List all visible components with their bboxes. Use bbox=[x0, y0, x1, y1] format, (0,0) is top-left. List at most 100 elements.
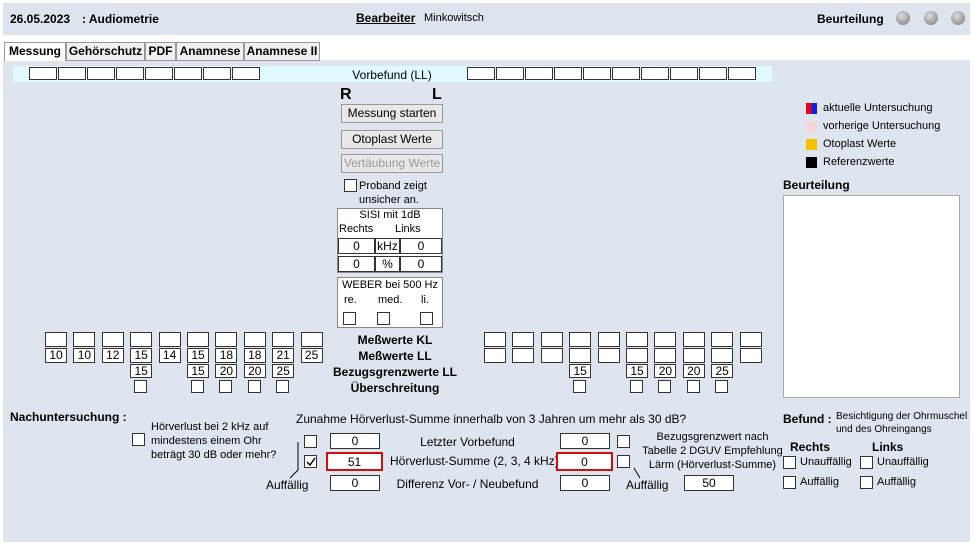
prior-box bbox=[554, 67, 582, 80]
checkbox[interactable] bbox=[686, 380, 700, 393]
findings-title: Befund : bbox=[783, 412, 832, 426]
kl-box bbox=[130, 332, 153, 347]
assessment-label: Beurteilung bbox=[817, 12, 884, 26]
checkbox[interactable] bbox=[715, 380, 729, 393]
value-field[interactable]: 0 bbox=[560, 433, 610, 449]
checkbox[interactable] bbox=[783, 456, 796, 469]
checkbox[interactable] bbox=[304, 435, 317, 448]
prior-box bbox=[174, 67, 202, 80]
uncertain-text: Proband zeigt bbox=[359, 180, 427, 192]
abnormal-label: Auffällig bbox=[626, 478, 669, 492]
prior-box bbox=[29, 67, 57, 80]
prior-box bbox=[116, 67, 144, 80]
kl-box bbox=[101, 332, 124, 347]
kl-box bbox=[569, 332, 592, 347]
ll-box bbox=[739, 348, 762, 363]
ll-box bbox=[540, 348, 563, 363]
status-light bbox=[924, 11, 938, 25]
ll-box: 15 bbox=[187, 348, 209, 363]
prior-finding-label: Vorbefund (LL) bbox=[352, 68, 432, 82]
title: : Audiometrie bbox=[82, 12, 159, 26]
checkbox[interactable] bbox=[630, 380, 643, 393]
checkbox[interactable] bbox=[617, 455, 630, 468]
checkbox[interactable] bbox=[247, 380, 261, 393]
kl-box bbox=[158, 332, 181, 347]
value-field[interactable]: 51 bbox=[326, 452, 383, 471]
assessment-text[interactable] bbox=[783, 195, 960, 398]
prior-finding-bar bbox=[13, 66, 772, 82]
tab[interactable]: Anamnese II bbox=[244, 42, 320, 61]
button[interactable]: Vertäubung Werte bbox=[341, 154, 443, 173]
checkbox[interactable] bbox=[304, 455, 317, 468]
checkbox[interactable] bbox=[573, 380, 587, 393]
tab[interactable]: Anamnese bbox=[176, 42, 244, 61]
ear-right: R bbox=[340, 86, 352, 103]
checkbox[interactable] bbox=[420, 312, 433, 325]
kl-box bbox=[739, 332, 762, 347]
checkbox[interactable] bbox=[860, 476, 873, 489]
kl-box bbox=[540, 332, 563, 347]
reference-box: 25 bbox=[272, 364, 295, 378]
ll-box: 15 bbox=[130, 348, 153, 363]
prior-box bbox=[699, 67, 727, 80]
row-label: Bezugsgrenzwerte LL bbox=[332, 365, 458, 379]
reference-box: 25 bbox=[711, 364, 734, 378]
examiner-label: Bearbeiter bbox=[356, 11, 416, 25]
checkbox[interactable] bbox=[860, 456, 873, 469]
value-field[interactable]: 0 bbox=[560, 475, 610, 491]
kl-box bbox=[597, 332, 620, 347]
ll-box: 10 bbox=[73, 348, 96, 363]
reference-box: 15 bbox=[187, 364, 209, 378]
tab[interactable]: Messung bbox=[4, 42, 66, 61]
prior-box bbox=[145, 67, 173, 80]
kl-box bbox=[711, 332, 734, 347]
value-field[interactable]: 0 bbox=[556, 452, 613, 471]
checkbox[interactable] bbox=[783, 476, 796, 489]
sisi-title: SISI mit 1dB bbox=[359, 209, 421, 221]
checkbox[interactable] bbox=[132, 433, 145, 446]
kl-box bbox=[300, 332, 323, 347]
ll-box bbox=[484, 348, 506, 363]
reference-box: 20 bbox=[682, 364, 705, 378]
legend-label: aktuelle Untersuchung bbox=[823, 102, 933, 114]
kl-box bbox=[682, 332, 705, 347]
value-field[interactable]: 0 bbox=[330, 475, 380, 491]
reference-value[interactable]: 50 bbox=[684, 475, 734, 491]
status-light bbox=[896, 11, 910, 25]
row-label: Überschreitung bbox=[350, 381, 440, 395]
checkbox[interactable] bbox=[377, 312, 390, 325]
checkbox[interactable] bbox=[219, 380, 233, 393]
examiner: Minkowitsch bbox=[424, 12, 484, 24]
legend-label: Referenzwerte bbox=[823, 156, 895, 168]
checkbox[interactable] bbox=[191, 380, 204, 393]
weber-title: WEBER bei 500 Hz bbox=[342, 279, 438, 291]
kl-box bbox=[272, 332, 295, 347]
weber-option: li. bbox=[421, 294, 429, 306]
reference-text: Tabelle 2 DGUV Empfehlung bbox=[642, 445, 783, 457]
prior-box bbox=[467, 67, 495, 80]
ll-box bbox=[569, 348, 592, 363]
tab[interactable]: PDF bbox=[145, 42, 176, 61]
ll-box: 21 bbox=[272, 348, 295, 363]
button[interactable]: Otoplast Werte bbox=[341, 130, 443, 149]
ll-box bbox=[597, 348, 620, 363]
kl-box bbox=[187, 332, 209, 347]
checkbox[interactable] bbox=[343, 312, 356, 325]
tab[interactable]: Gehörschutz bbox=[66, 42, 145, 61]
header-bar bbox=[3, 3, 970, 35]
checkbox[interactable] bbox=[617, 435, 630, 448]
button[interactable]: Messung starten bbox=[341, 104, 443, 123]
row-label: Hörverlust-Summe (2, 3, 4 kHz) bbox=[390, 454, 559, 468]
checkbox[interactable] bbox=[276, 380, 290, 393]
kl-box bbox=[243, 332, 266, 347]
reference-box: 20 bbox=[243, 364, 266, 378]
ll-box: 25 bbox=[300, 348, 323, 363]
value-field[interactable]: 0 bbox=[330, 433, 380, 449]
prior-box bbox=[58, 67, 86, 80]
reference-box: 20 bbox=[654, 364, 677, 378]
prior-box bbox=[87, 67, 115, 80]
checkbox[interactable] bbox=[134, 380, 148, 393]
checkbox[interactable] bbox=[658, 380, 672, 393]
checkbox[interactable] bbox=[344, 179, 357, 192]
weber-option: med. bbox=[378, 294, 403, 306]
